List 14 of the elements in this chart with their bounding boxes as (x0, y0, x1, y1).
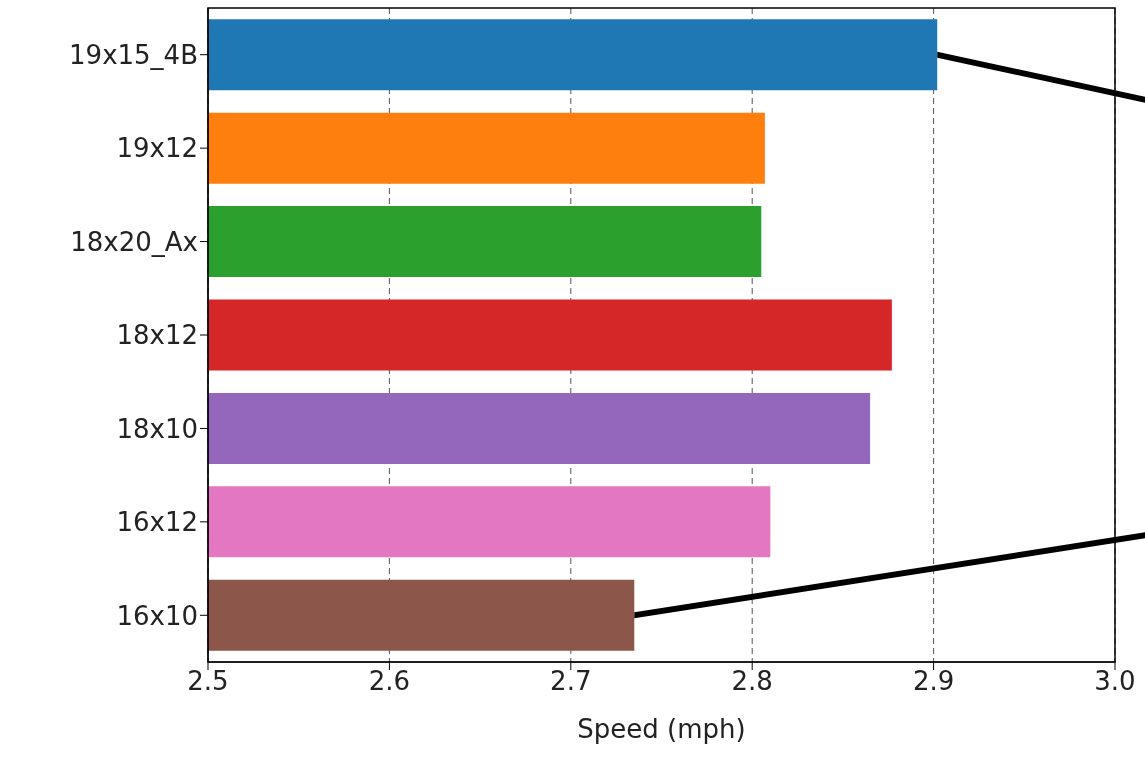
y-tick-label: 18x20_Ax (70, 226, 198, 257)
x-tick-label: 2.6 (368, 666, 411, 697)
y-tick-label: 18x12 (116, 320, 198, 351)
x-tick-label: 2.8 (731, 666, 773, 697)
y-tick-label: 16x12 (116, 507, 198, 538)
y-tick-label: 16x10 (116, 600, 198, 631)
x-axis-title: Speed (mph) (577, 714, 746, 744)
x-tick-label: 2.9 (912, 666, 955, 697)
x-tick-label: 2.5 (187, 666, 229, 697)
y-tick-label: 19x12 (116, 133, 198, 164)
y-tick-label: 19x15_4B (69, 39, 198, 70)
x-tick-label: 3.0 (1094, 666, 1136, 697)
x-tick-label: 2.7 (550, 666, 592, 697)
y-tick-label: 18x10 (116, 413, 198, 444)
